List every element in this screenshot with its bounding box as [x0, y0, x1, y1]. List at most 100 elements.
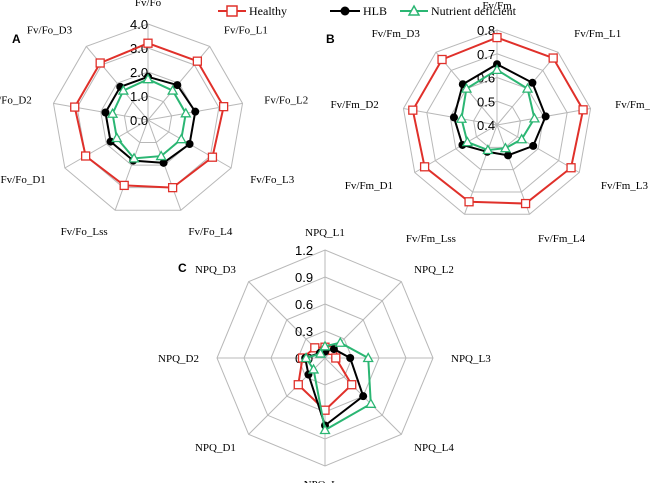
- point-nutrient-deficient: [482, 144, 494, 155]
- series-nutrient-deficient: [106, 73, 192, 163]
- point-nutrient-deficient: [180, 107, 192, 118]
- axis-label-fv-fo-d2: Fv/Fo_D2: [0, 95, 32, 107]
- point-hlb: [504, 151, 513, 160]
- legend-item-hlb: HLB: [330, 4, 387, 18]
- axis-label-fv-fm: Fv/Fm: [482, 0, 512, 12]
- tick-label: 0.9: [295, 270, 313, 285]
- grid-spoke: [53, 102, 149, 121]
- axis-label-npq-d2: NPQ_D2: [158, 353, 199, 365]
- point-hlb: [159, 158, 168, 167]
- tick-label: 1.2: [295, 243, 313, 258]
- point-healthy: [548, 53, 558, 63]
- point-nutrient-deficient: [455, 112, 468, 123]
- point-nutrient-deficient: [175, 133, 187, 144]
- series-line-nutrient-deficient: [460, 68, 536, 152]
- point-healthy: [464, 197, 474, 207]
- point-healthy: [492, 32, 502, 43]
- tick-label: 1.0: [130, 89, 148, 104]
- point-nutrient-deficient: [117, 84, 129, 95]
- tick-label: 0.7: [477, 47, 495, 62]
- legend-item-nutrient-deficient: Nutrient deficient: [400, 4, 517, 18]
- point-healthy: [119, 180, 129, 191]
- point-nutrient-deficient: [334, 336, 346, 347]
- grid-ring: [52, 23, 244, 211]
- grid-spoke: [114, 119, 149, 211]
- axis-label-npq-d3: NPQ_D3: [195, 264, 236, 276]
- grid-ring: [100, 71, 196, 166]
- panel-letter-a: A: [12, 32, 21, 46]
- series-healthy: [293, 342, 357, 415]
- point-nutrient-deficient: [167, 84, 179, 95]
- axis-label-fv-fm-l1: Fv/Fm_L1: [574, 28, 621, 40]
- grid-ring: [402, 29, 592, 215]
- panel-letter-c: C: [178, 261, 187, 275]
- point-nutrient-deficient: [111, 132, 123, 143]
- tick-label: 0.3: [295, 324, 313, 339]
- axis-label-fv-fo-l4: Fv/Fo_L4: [188, 226, 233, 238]
- point-healthy: [192, 56, 203, 66]
- grid-spoke: [64, 119, 149, 169]
- point-healthy: [566, 163, 576, 173]
- tick-label: 0.5: [477, 94, 495, 109]
- point-nutrient-deficient: [307, 363, 320, 374]
- point-nutrient-deficient: [128, 152, 140, 163]
- series-nutrient-deficient: [455, 64, 541, 155]
- tick-label: 0.6: [295, 297, 313, 312]
- series-healthy: [408, 32, 588, 209]
- point-healthy: [167, 183, 178, 193]
- axis-label-npq-l2: NPQ_L2: [414, 264, 454, 276]
- point-healthy: [70, 102, 80, 112]
- point-healthy: [310, 343, 320, 353]
- legend: Healthy HLB Nutrient deficient: [218, 4, 517, 18]
- point-healthy: [95, 58, 105, 68]
- point-nutrient-deficient: [460, 82, 473, 93]
- axis-label-fv-fm-l3: Fv/Fm_L3: [601, 180, 649, 192]
- axis-label-fv-fm-d1: Fv/Fm_D1: [345, 180, 393, 192]
- point-healthy: [578, 105, 588, 115]
- axis-label-fv-fo: Fv/Fo: [135, 0, 162, 9]
- point-nutrient-deficient: [521, 82, 534, 93]
- tick-label: 4.0: [130, 17, 148, 32]
- series-healthy: [70, 38, 229, 193]
- point-hlb: [359, 392, 368, 401]
- axis-label-fv-fo-l1: Fv/Fo_L1: [224, 25, 268, 37]
- axis-label-npq-l1: NPQ_L1: [305, 227, 345, 239]
- series-line-nutrient-deficient: [111, 78, 187, 160]
- point-hlb: [449, 113, 458, 122]
- series-line-hlb: [452, 63, 547, 157]
- point-hlb: [185, 140, 194, 148]
- axis-label-fv-fm-l4: Fv/Fm_L4: [538, 233, 586, 245]
- series-line-healthy: [73, 42, 225, 189]
- axis-label-npq-lss: NPQ_Lss: [304, 479, 347, 483]
- point-healthy: [520, 198, 531, 209]
- point-nutrient-deficient: [516, 133, 528, 144]
- legend-label-nutrient-deficient: Nutrient deficient: [431, 4, 517, 18]
- axis-label-npq-d1: NPQ_D1: [195, 442, 236, 454]
- point-hlb: [329, 345, 338, 354]
- point-nutrient-deficient: [155, 150, 167, 161]
- series-line-hlb: [104, 75, 197, 164]
- point-nutrient-deficient: [142, 73, 154, 84]
- point-hlb: [101, 108, 110, 117]
- point-nutrient-deficient: [300, 352, 312, 363]
- point-healthy: [207, 152, 218, 162]
- axis-label-fv-fm-l2: Fv/Fm_L2: [615, 99, 650, 111]
- point-nutrient-deficient: [319, 340, 331, 351]
- point-healthy: [408, 105, 418, 115]
- point-nutrient-deficient: [314, 347, 327, 358]
- legend-item-healthy: Healthy: [218, 4, 287, 18]
- point-healthy: [80, 151, 91, 161]
- point-healthy: [143, 38, 153, 48]
- series-nutrient-deficient: [300, 336, 377, 435]
- point-hlb: [528, 78, 537, 87]
- axis-label-fv-fo-lss: Fv/Fo_Lss: [61, 226, 108, 238]
- point-hlb: [191, 107, 200, 116]
- legend-label-healthy: Healthy: [249, 4, 287, 18]
- point-healthy: [437, 54, 447, 65]
- grid-ring: [76, 47, 220, 189]
- point-nutrient-deficient: [499, 142, 512, 153]
- axis-label-fv-fo-l3: Fv/Fo_L3: [250, 174, 295, 186]
- radar-panel-c: NPQ_L1 NPQ_L2 NPQ_L3 NPQ_L4 NPQ_Lss NPQ_D1 NPQ…: [158, 227, 491, 483]
